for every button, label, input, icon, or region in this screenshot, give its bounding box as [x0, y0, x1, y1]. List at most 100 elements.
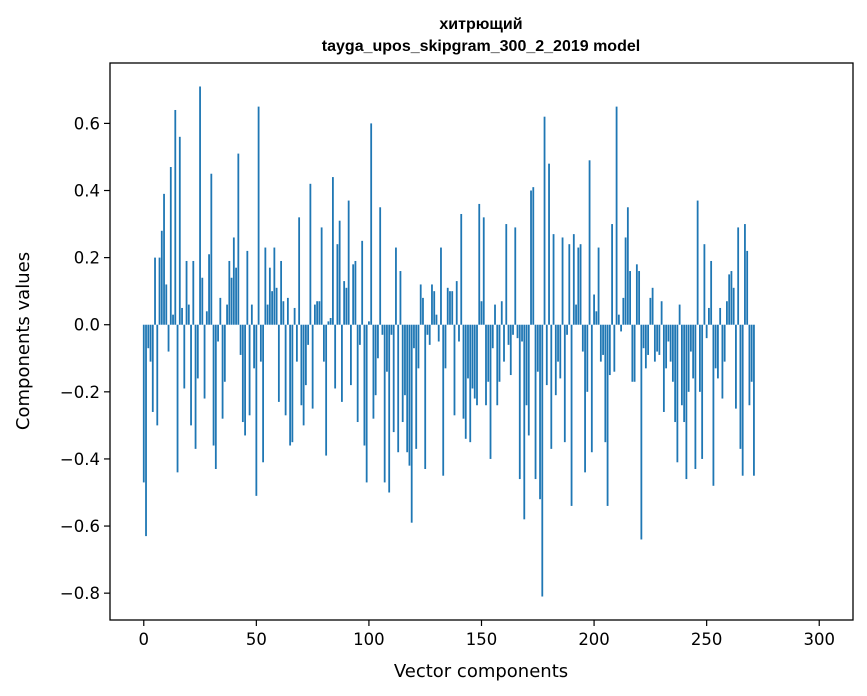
bar-119 [410, 324, 413, 523]
bar-24 [196, 324, 199, 379]
bar-218 [633, 324, 636, 382]
bar-127 [428, 324, 431, 345]
chart-title: хитрющий [439, 16, 522, 33]
bar-83 [329, 318, 332, 325]
bar-6 [156, 324, 159, 426]
bar-160 [503, 324, 505, 362]
bar-248 [701, 324, 704, 459]
bar-230 [660, 301, 663, 325]
bar-209 [613, 324, 616, 372]
bar-99 [365, 324, 368, 483]
bar-3 [149, 324, 152, 362]
bar-44 [241, 324, 244, 423]
bar-236 [674, 324, 677, 423]
bar-264 [737, 227, 740, 325]
bar-100 [368, 321, 370, 325]
bar-109 [388, 324, 391, 493]
bar-152 [485, 324, 487, 406]
bar-74 [309, 183, 312, 325]
bar-206 [606, 324, 609, 506]
bar-137 [451, 291, 454, 325]
bar-249 [703, 244, 706, 325]
bar-81 [325, 324, 328, 456]
bar-16 [178, 136, 181, 325]
bar-196 [584, 324, 586, 473]
bar-21 [190, 324, 192, 426]
bar-212 [620, 324, 622, 332]
bar-173 [532, 187, 535, 325]
bar-128 [431, 284, 433, 325]
bar-95 [356, 324, 359, 423]
bar-163 [509, 324, 512, 376]
bar-65 [289, 324, 292, 446]
bar-48 [250, 304, 253, 325]
bar-89 [343, 281, 346, 325]
bar-58 [273, 247, 276, 325]
bar-165 [514, 227, 517, 325]
bar-104 [377, 324, 379, 359]
bar-233 [667, 324, 670, 342]
x-axis: 0 50 100 150 200 250 300 [139, 620, 835, 649]
bar-8 [160, 230, 163, 325]
bar-216 [629, 271, 631, 325]
bar-247 [699, 324, 701, 392]
bar-153 [487, 324, 490, 382]
bar-82 [327, 321, 330, 325]
bar-143 [464, 324, 467, 439]
bar-42 [237, 153, 240, 325]
bar-34 [219, 297, 222, 325]
bar-52 [259, 324, 262, 362]
bar-159 [500, 301, 503, 325]
bar-147 [473, 324, 476, 399]
bar-228 [656, 324, 659, 352]
bar-194 [579, 244, 582, 325]
bar-168 [521, 324, 523, 342]
bar-243 [689, 324, 692, 352]
bar-40 [232, 237, 235, 325]
bar-66 [291, 324, 294, 443]
bar-90 [345, 287, 348, 325]
bar-145 [469, 324, 472, 443]
bar-0 [142, 324, 145, 483]
bar-9 [163, 193, 165, 325]
bar-162 [507, 324, 510, 345]
bar-161 [505, 224, 508, 325]
bar-14 [174, 109, 177, 325]
bar-112 [395, 247, 397, 325]
bar-135 [446, 287, 449, 325]
bar-195 [581, 324, 584, 352]
bar-235 [671, 324, 674, 382]
bar-255 [717, 324, 719, 379]
y-tick-label: 0.6 [74, 114, 100, 133]
bar-68 [295, 324, 298, 362]
bar-22 [192, 260, 195, 325]
y-tick-label: −0.4 [60, 450, 100, 469]
bar-169 [523, 324, 526, 520]
y-tick-label: −0.2 [60, 383, 100, 402]
bar-129 [433, 291, 436, 325]
bar-118 [408, 324, 411, 466]
bar-60 [277, 324, 280, 402]
bar-27 [203, 324, 206, 399]
bar-63 [284, 324, 287, 416]
bar-138 [453, 324, 456, 416]
bar-158 [498, 324, 501, 382]
bar-269 [748, 324, 751, 406]
bar-179 [545, 324, 548, 386]
bar-94 [354, 260, 357, 325]
bar-211 [617, 314, 620, 325]
bar-245 [694, 324, 697, 469]
bar-244 [692, 324, 695, 379]
bar-241 [685, 324, 688, 480]
bar-234 [669, 324, 672, 362]
bar-214 [624, 237, 627, 325]
y-tick-label: 0.0 [74, 316, 100, 335]
bar-116 [404, 324, 406, 396]
bar-120 [413, 324, 415, 349]
bar-2 [147, 324, 150, 349]
bar-157 [496, 324, 499, 406]
bar-205 [604, 324, 607, 443]
bar-124 [422, 297, 424, 325]
bar-114 [399, 271, 402, 325]
bar-256 [719, 307, 722, 325]
